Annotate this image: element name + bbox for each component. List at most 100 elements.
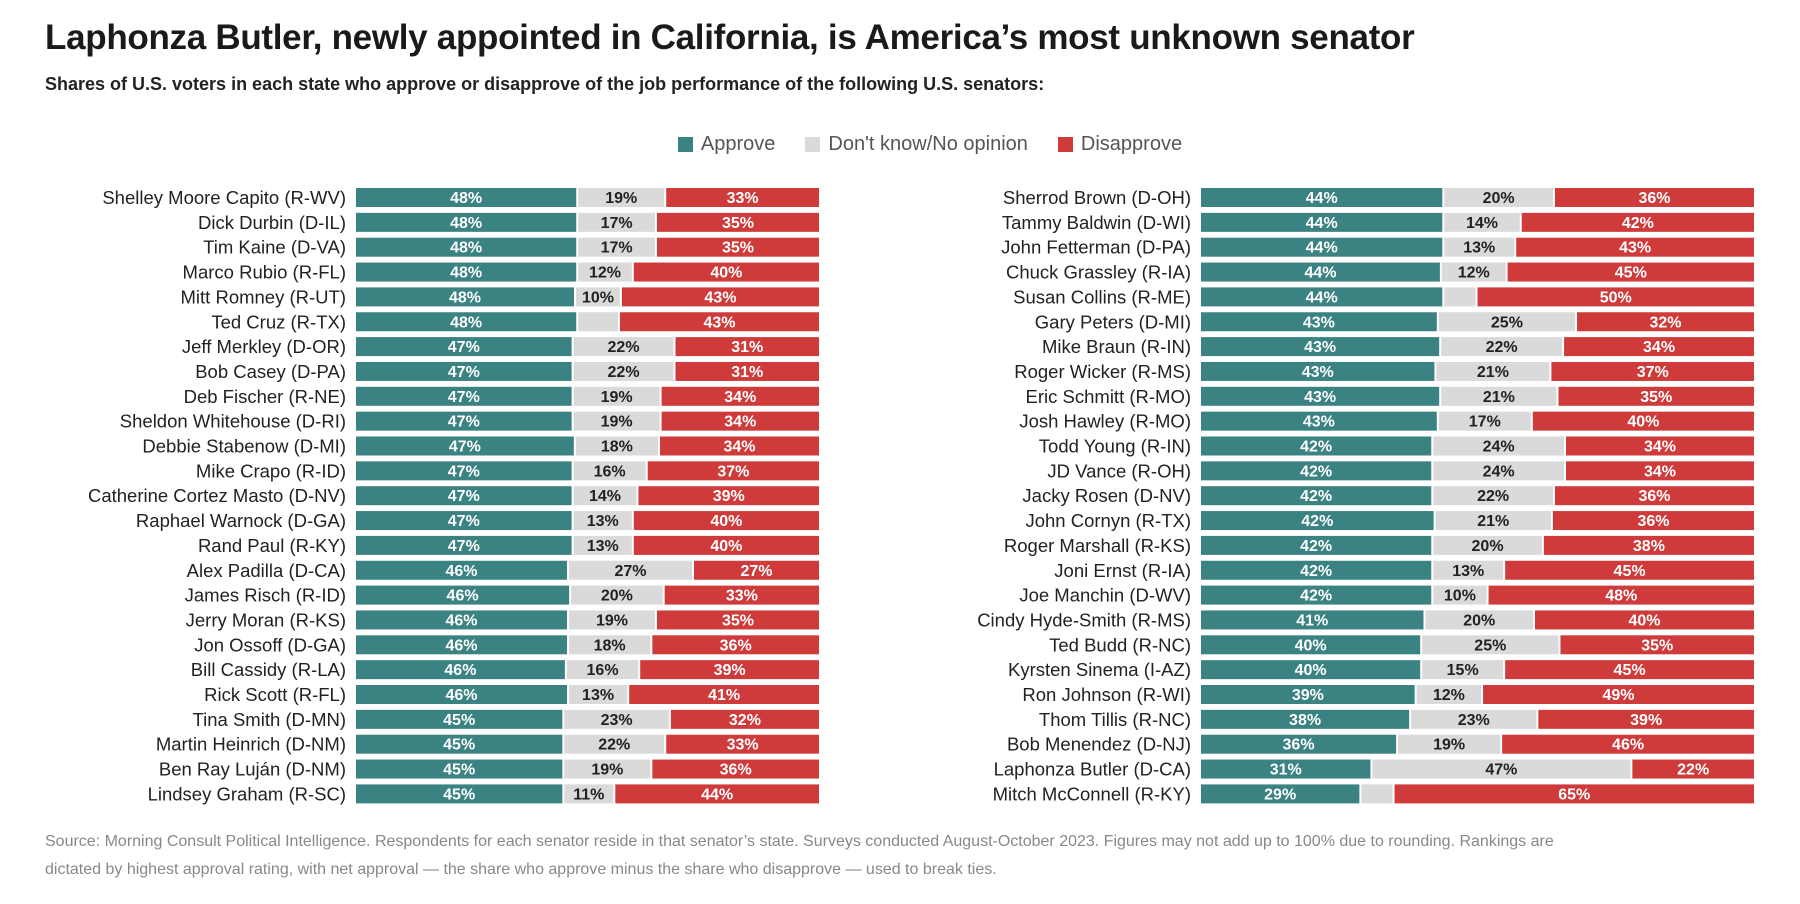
data-label-disapprove: 34% <box>1644 439 1676 456</box>
bar-disapprove <box>633 262 819 282</box>
data-label-approve: 40% <box>1295 662 1327 679</box>
senator-label: Joni Ernst (R-IA) <box>1054 560 1191 581</box>
data-label-dont-know: 22% <box>1477 488 1509 505</box>
data-label-approve: 43% <box>1303 314 1335 331</box>
bar-dont-know <box>1441 337 1563 357</box>
bar-disapprove <box>1488 585 1754 605</box>
bar-disapprove <box>629 685 819 704</box>
legend-item-dont-know: Don't know/No opinion <box>805 133 1028 156</box>
bar-approve <box>356 685 567 704</box>
data-label-disapprove: 41% <box>708 687 740 704</box>
data-label-approve: 42% <box>1300 538 1332 555</box>
legend-item-disapprove: Disapprove <box>1057 133 1183 156</box>
bar-dont-know <box>578 212 655 232</box>
bar-approve <box>1201 436 1432 456</box>
chart-subtitle: Shares of U.S. voters in each state who … <box>45 74 1045 94</box>
data-label-disapprove: 34% <box>1644 463 1676 480</box>
bar-disapprove <box>1551 361 1754 381</box>
data-label-approve: 41% <box>1296 612 1328 629</box>
bar-disapprove <box>1543 535 1754 555</box>
data-label-dont-know: 11% <box>573 786 604 803</box>
senator-label: Mike Crapo (R-ID) <box>196 460 346 481</box>
bar-approve <box>1201 188 1443 207</box>
data-label-dont-know: 25% <box>1474 637 1506 654</box>
senator-label: Joe Manchin (D-WV) <box>1019 585 1191 606</box>
data-label-approve: 43% <box>1302 364 1334 381</box>
data-label-approve: 47% <box>448 364 480 381</box>
data-label-disapprove: 39% <box>713 488 745 505</box>
senator-label: Raphael Warnock (D-GA) <box>136 510 346 531</box>
data-label-approve: 47% <box>448 389 480 406</box>
senator-label: James Risch (R-ID) <box>185 585 346 606</box>
data-label-approve: 38% <box>1289 712 1321 729</box>
data-label-dont-know: 10% <box>582 289 614 306</box>
senator-label: Cindy Hyde-Smith (R-MS) <box>977 609 1191 630</box>
senator-label: Thom Tillis (R-NC) <box>1039 709 1191 730</box>
bar-dont-know <box>1444 287 1476 307</box>
bar-dont-know <box>1444 188 1553 207</box>
bar-dont-know <box>1441 262 1506 282</box>
bar-disapprove <box>652 635 819 655</box>
bar-dont-know <box>573 486 637 506</box>
bar-approve <box>1201 585 1432 605</box>
senator-label: Jacky Rosen (D-NV) <box>1022 485 1191 506</box>
senator-label: Roger Wicker (R-MS) <box>1014 361 1191 382</box>
senator-label: Tammy Baldwin (D-WI) <box>1002 212 1191 233</box>
data-label-disapprove: 36% <box>720 762 752 779</box>
data-label-dont-know: 17% <box>601 215 633 232</box>
data-label-approve: 47% <box>448 488 480 505</box>
bar-disapprove <box>675 361 819 381</box>
data-label-dont-know: 17% <box>601 240 633 257</box>
bar-dont-know <box>1435 511 1551 531</box>
data-label-disapprove: 43% <box>1619 240 1651 257</box>
bar-dont-know <box>1422 635 1559 655</box>
bar-approve <box>356 361 572 381</box>
bar-dont-know <box>1433 461 1564 481</box>
data-label-disapprove: 45% <box>1614 662 1646 679</box>
bar-dont-know <box>573 386 660 406</box>
data-label-disapprove: 35% <box>1640 389 1672 406</box>
bar-disapprove <box>1558 386 1754 406</box>
data-label-dont-know: 16% <box>594 463 626 480</box>
bar-approve <box>356 784 563 804</box>
senator-label: Tim Kaine (D-VA) <box>203 237 346 258</box>
bar-disapprove <box>661 386 819 406</box>
bar-dont-know <box>575 436 658 456</box>
data-label-dont-know: 23% <box>1458 712 1490 729</box>
bar-approve <box>1201 337 1440 357</box>
bar-dont-know <box>564 784 614 804</box>
bar-disapprove <box>1483 685 1754 704</box>
data-label-dont-know: 19% <box>591 762 623 779</box>
bar-dont-know <box>571 585 663 605</box>
bar-disapprove <box>1538 709 1754 729</box>
data-label-approve: 45% <box>443 712 475 729</box>
bar-approve <box>356 734 563 754</box>
data-label-dont-know: 22% <box>608 364 640 381</box>
legend-label: Disapprove <box>1080 133 1183 155</box>
bar-dont-know <box>576 287 620 307</box>
data-label-disapprove: 36% <box>1638 488 1670 505</box>
bar-disapprove <box>1554 188 1754 207</box>
bar-approve <box>1201 511 1434 531</box>
data-label-disapprove: 35% <box>722 612 754 629</box>
data-label-disapprove: 48% <box>1605 588 1637 605</box>
data-label-disapprove: 44% <box>701 786 733 803</box>
data-label-approve: 42% <box>1300 588 1332 605</box>
bar-approve <box>1201 361 1435 381</box>
data-label-disapprove: 43% <box>704 289 736 306</box>
bar-disapprove <box>656 237 819 257</box>
bar-dont-know <box>566 660 639 680</box>
data-label-disapprove: 31% <box>731 364 763 381</box>
data-label-dont-know: 16% <box>587 662 619 679</box>
bar-disapprove <box>619 312 819 332</box>
senator-label: Bob Casey (D-PA) <box>195 361 346 382</box>
bar-dont-know <box>1444 212 1520 232</box>
senator-label: Kyrsten Sinema (I-AZ) <box>1008 659 1191 680</box>
senator-label: Susan Collins (R-ME) <box>1013 286 1191 307</box>
data-label-approve: 43% <box>1304 339 1336 356</box>
legend-label: Don't know/No opinion <box>828 133 1028 155</box>
data-label-dont-know: 22% <box>1486 339 1518 356</box>
bar-dont-know <box>1444 237 1515 257</box>
data-label-dont-know: 14% <box>1466 215 1498 232</box>
